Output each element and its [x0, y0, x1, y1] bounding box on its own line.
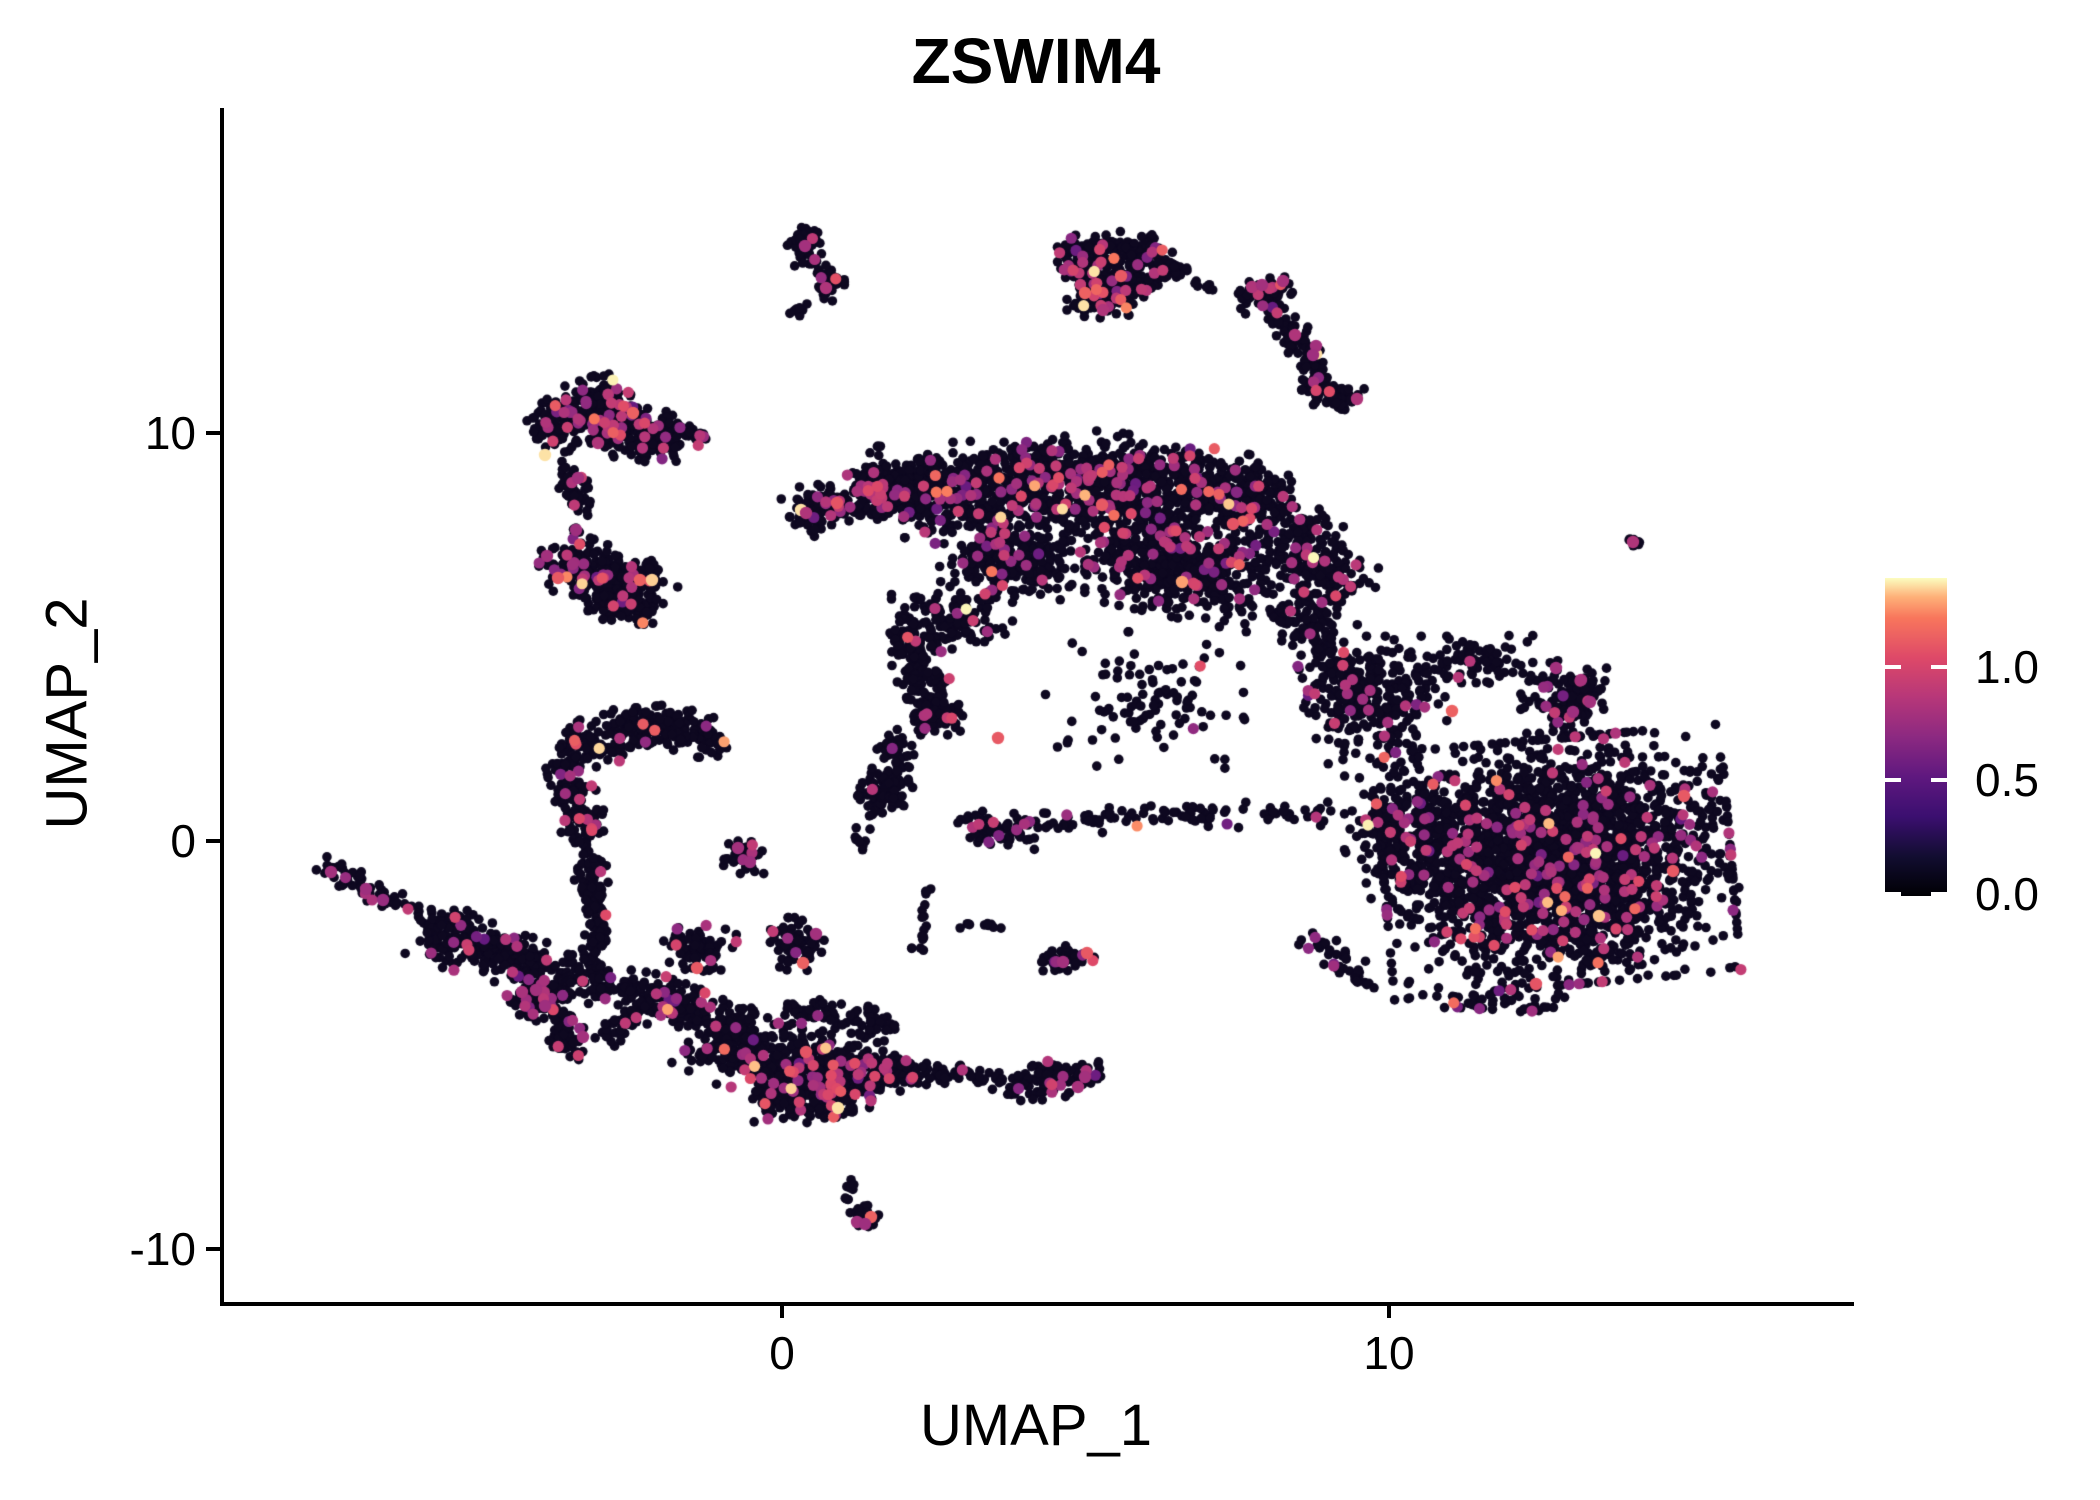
colorbar-gradient: [1885, 578, 1947, 896]
colorbar-tick-label: 0.5: [1975, 754, 2039, 806]
colorbar-tick-mark: [1885, 778, 1901, 782]
colorbar-tick-mark: [1931, 892, 1947, 896]
x-tick-label: 0: [769, 1327, 795, 1379]
y-tick-mark: [206, 1247, 222, 1251]
colorbar-tick-label: 1.0: [1975, 641, 2039, 693]
x-axis-title: UMAP_1: [919, 1393, 1153, 1458]
colorbar-tick-mark: [1931, 665, 1947, 669]
colorbar-tick-mark: [1885, 665, 1901, 669]
x-tick-label: 10: [1363, 1327, 1415, 1379]
x-tick-mark: [1387, 1302, 1391, 1318]
colorbar-tick-mark: [1931, 778, 1947, 782]
y-tick-mark: [206, 431, 222, 435]
y-tick-label: -10: [129, 1223, 196, 1275]
x-tick-mark: [780, 1302, 784, 1318]
y-tick-mark: [206, 839, 222, 843]
y-tick-label: 0: [170, 815, 196, 867]
colorbar-tick-mark: [1885, 892, 1901, 896]
y-tick-label: 10: [144, 407, 196, 459]
colorbar-legend: [1885, 578, 1947, 896]
y-axis-title: UMAP_2: [34, 597, 100, 830]
colorbar-tick-label: 0.0: [1975, 868, 2039, 920]
